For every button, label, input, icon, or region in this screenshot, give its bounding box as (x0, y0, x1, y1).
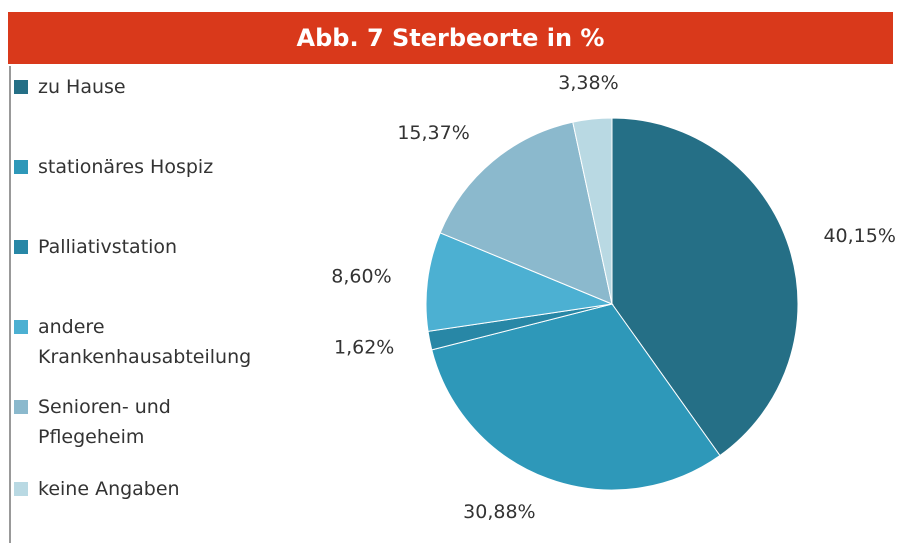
chart-title: Abb. 7 Sterbeorte in % (8, 12, 893, 64)
legend-label: zu Hause (38, 76, 126, 98)
legend-label: stationäres Hospiz (38, 156, 214, 178)
legend-item: andere Krankenhausabteilung (14, 312, 314, 372)
pie-slice (439, 121, 613, 305)
legend-item: Senioren- und Pflegeheim (14, 392, 314, 452)
data-label: 40,15% (823, 225, 895, 247)
data-label: 3,38% (558, 72, 618, 94)
legend-label: keine Angaben (38, 478, 180, 500)
legend-swatch (14, 400, 28, 414)
pie-slice (431, 303, 721, 491)
pie-slice (611, 117, 799, 457)
legend-label: Senioren- und Pflegeheim (38, 396, 171, 448)
legend-label: Palliativstation (38, 236, 178, 258)
legend-swatch (14, 160, 28, 174)
legend-swatch (14, 482, 28, 496)
legend-item: stationäres Hospiz (14, 152, 314, 182)
data-label: 15,37% (397, 122, 469, 144)
frame-line (9, 66, 11, 543)
pie-slice (425, 232, 614, 332)
legend-item: Palliativstation (14, 232, 314, 262)
legend-swatch (14, 320, 28, 334)
legend-item: keine Angaben (14, 474, 314, 504)
pie-slice (572, 117, 613, 305)
legend-swatch (14, 240, 28, 254)
legend-label: andere Krankenhausabteilung (38, 316, 252, 368)
data-label: 1,62% (334, 336, 394, 358)
data-label: 30,88% (463, 501, 535, 523)
legend-swatch (14, 80, 28, 94)
legend-item: zu Hause (14, 72, 314, 102)
data-label: 8,60% (331, 265, 391, 287)
